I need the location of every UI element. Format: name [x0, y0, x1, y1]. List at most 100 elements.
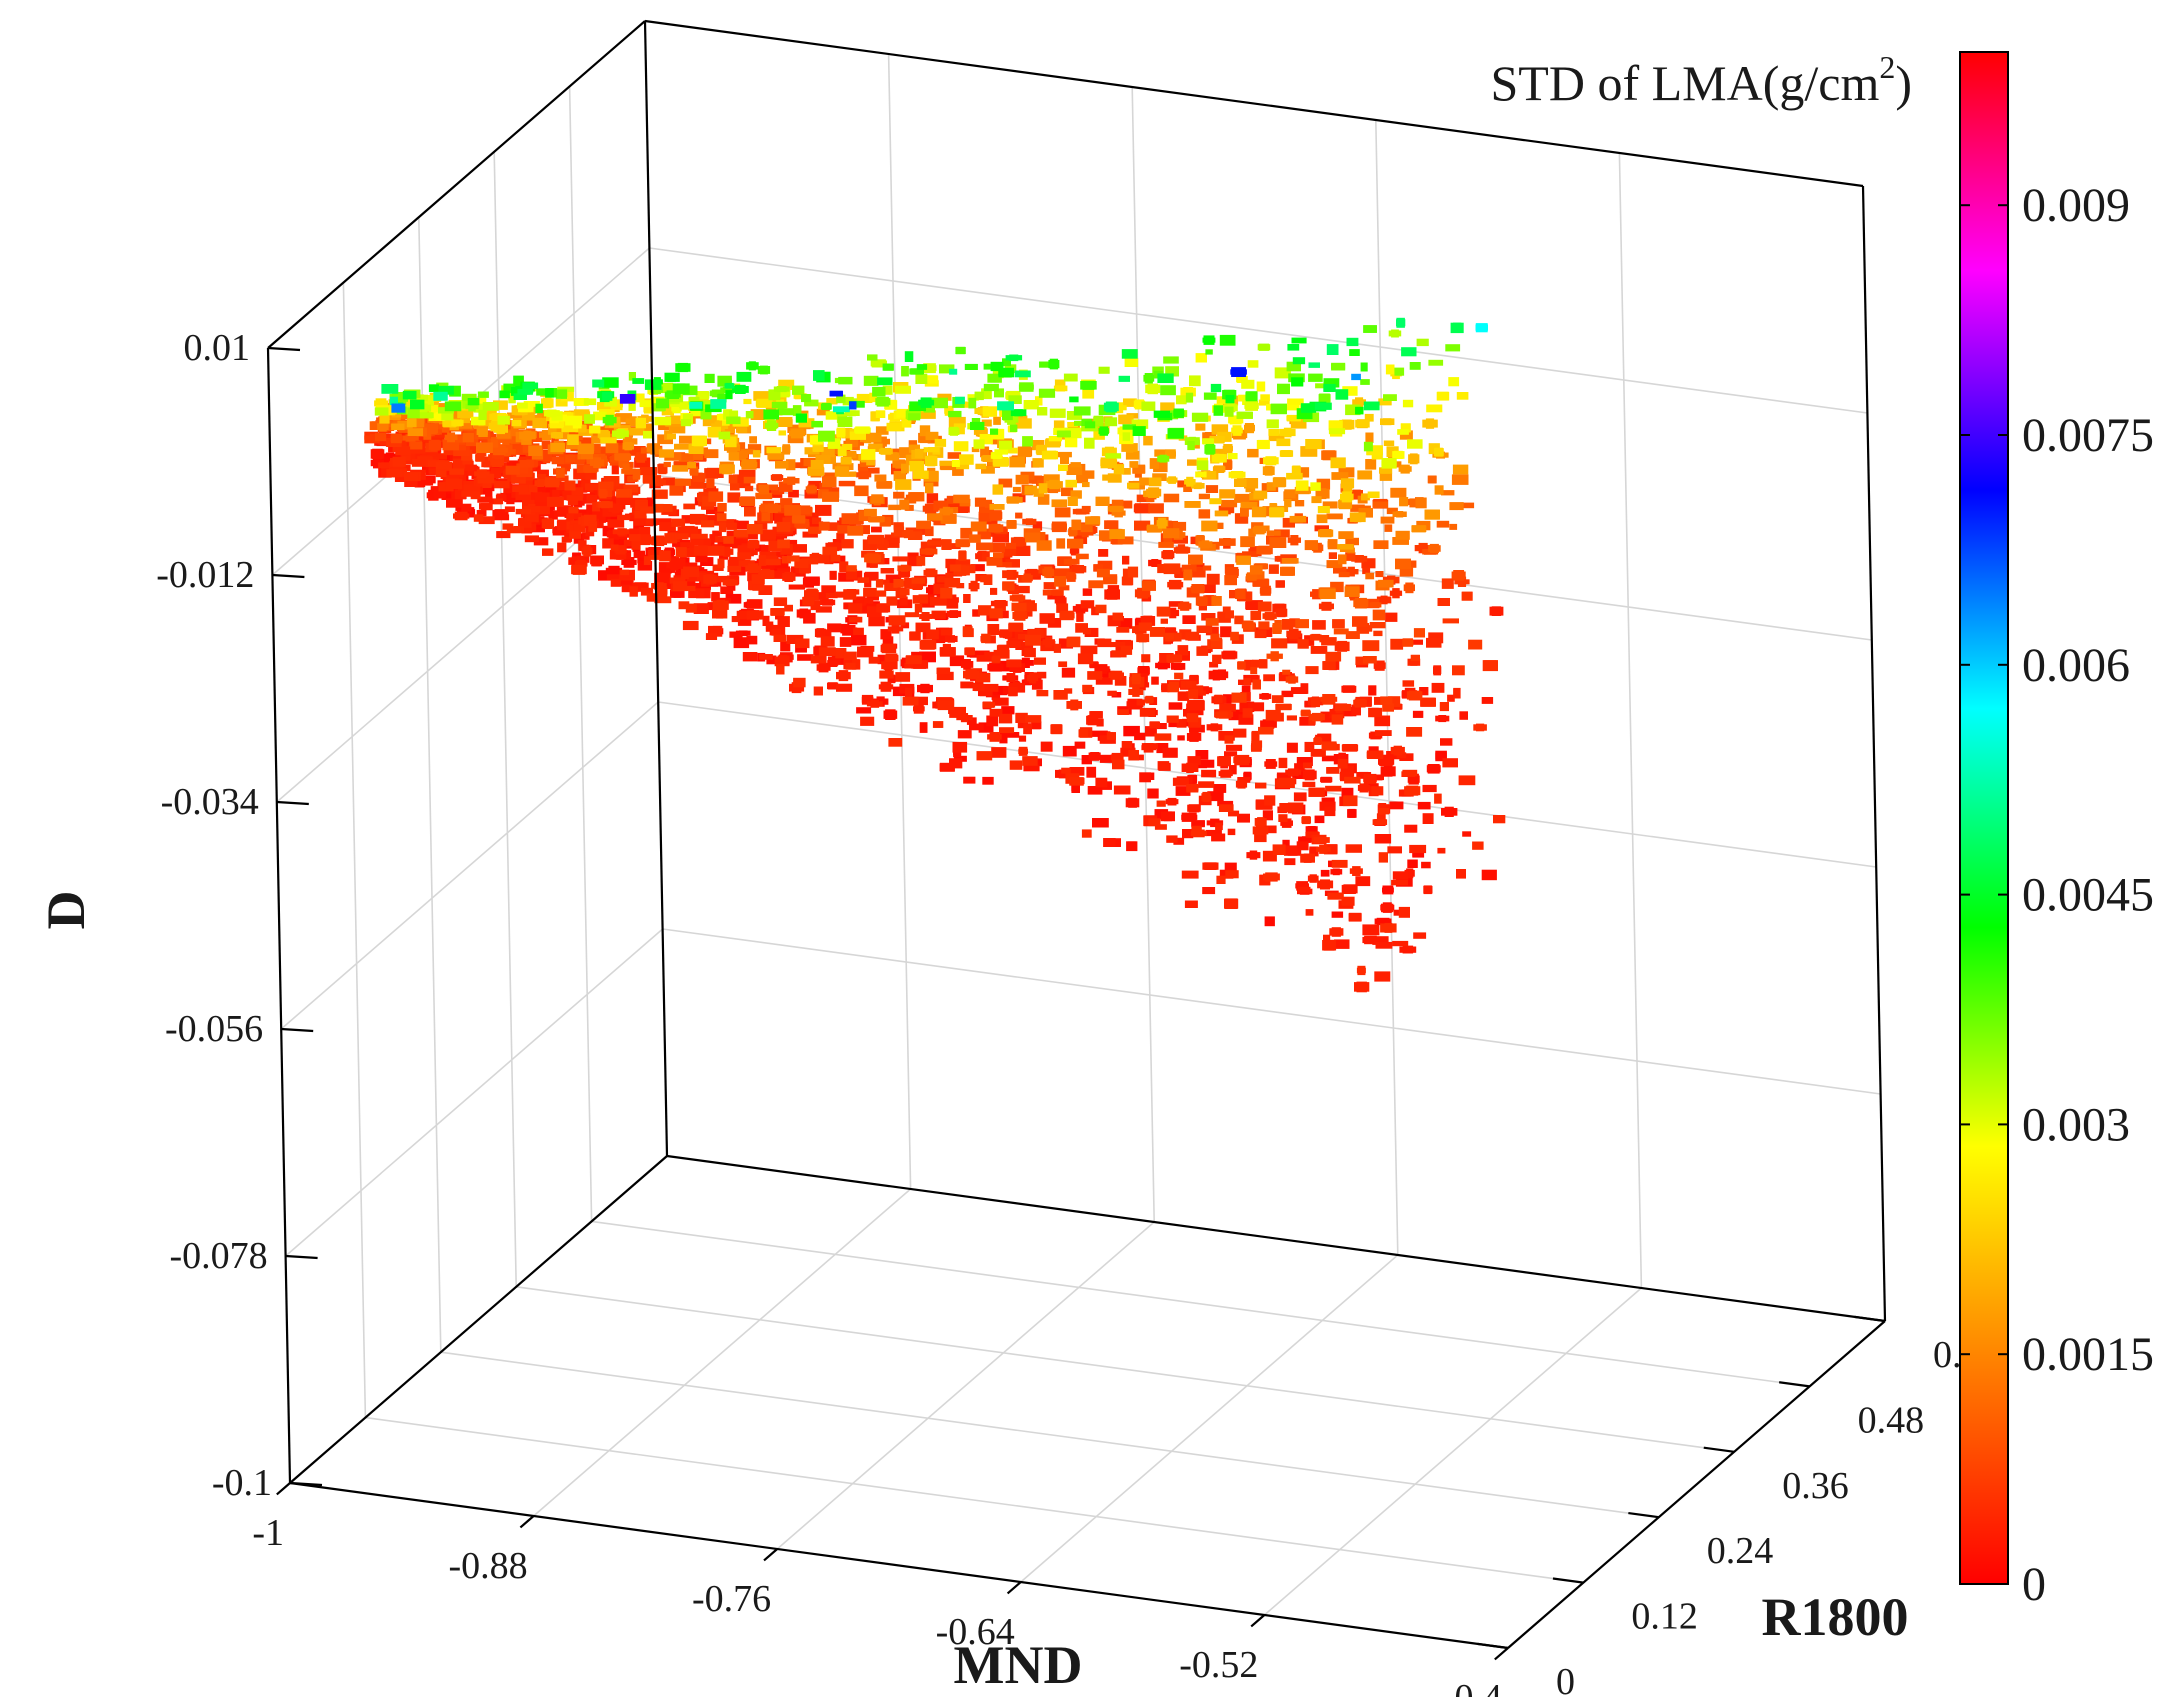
data-point: [1416, 338, 1429, 347]
data-point: [1165, 799, 1179, 805]
data-point: [1164, 633, 1175, 640]
data-point: [1107, 589, 1118, 600]
data-point: [1365, 434, 1374, 441]
data-point: [1284, 489, 1296, 499]
data-point: [623, 557, 635, 568]
data-point: [836, 671, 851, 680]
data-point: [1144, 696, 1154, 703]
grid-line-left-d: [280, 701, 659, 1030]
data-point: [1286, 715, 1297, 721]
data-point: [1237, 780, 1246, 789]
data-point: [924, 472, 939, 481]
data-point: [1290, 620, 1300, 626]
data-point: [1002, 706, 1014, 714]
data-point: [547, 409, 557, 418]
data-point: [1195, 423, 1206, 431]
data-point: [643, 556, 651, 565]
data-point: [1117, 427, 1133, 435]
data-point: [1010, 424, 1018, 432]
data-point: [651, 489, 668, 499]
data-point: [899, 567, 910, 578]
data-point: [1025, 634, 1041, 646]
data-point: [504, 495, 517, 503]
data-point: [520, 527, 533, 533]
data-point: [885, 653, 898, 662]
data-point: [1064, 437, 1078, 448]
data-point: [1374, 715, 1391, 727]
data-point: [1218, 804, 1234, 812]
grid-line-floor-mnd: [776, 1221, 1155, 1550]
data-point: [1291, 466, 1301, 475]
data-point: [857, 463, 868, 471]
data-point: [1473, 724, 1487, 731]
data-point: [822, 476, 837, 488]
data-point: [887, 597, 896, 605]
data-point: [457, 407, 474, 419]
data-point: [987, 624, 1000, 635]
data-point: [526, 513, 538, 522]
data-point: [778, 481, 793, 492]
data-point: [745, 411, 754, 419]
data-point: [948, 507, 959, 514]
data-point: [1277, 383, 1290, 395]
data-point: [1049, 408, 1066, 418]
data-point: [657, 587, 668, 598]
data-point: [493, 400, 508, 410]
data-point: [1212, 655, 1221, 664]
data-point: [1326, 560, 1343, 569]
data-point: [1210, 818, 1220, 828]
data-point: [842, 443, 853, 451]
data-point: [441, 411, 454, 421]
data-point: [698, 538, 712, 547]
data-point: [1217, 756, 1231, 767]
data-point: [426, 432, 442, 443]
data-point: [566, 514, 574, 524]
data-point: [1281, 566, 1294, 576]
data-point: [1357, 470, 1373, 480]
data-point: [1002, 732, 1020, 738]
data-point: [923, 403, 935, 413]
data-point: [1164, 627, 1177, 637]
data-point: [1015, 474, 1029, 485]
data-point: [1222, 504, 1231, 515]
data-point: [994, 485, 1002, 494]
data-point: [1248, 702, 1265, 712]
data-point: [1191, 820, 1205, 828]
data-point: [1378, 803, 1387, 811]
data-point: [981, 633, 991, 644]
data-point: [1435, 752, 1447, 760]
data-point: [832, 539, 842, 545]
data-point: [1262, 466, 1275, 475]
data-point: [1272, 404, 1286, 414]
data-point: [976, 428, 985, 434]
data-point: [867, 458, 875, 464]
data-point: [962, 626, 973, 637]
data-point: [981, 465, 995, 474]
data-point: [1027, 628, 1044, 639]
data-point: [510, 425, 518, 437]
data-point: [1268, 564, 1279, 574]
data-point: [1042, 589, 1052, 596]
data-point: [1148, 503, 1164, 514]
data-point: [1241, 685, 1251, 696]
data-point: [1402, 769, 1418, 777]
data-point: [1075, 508, 1087, 515]
data-point: [1380, 923, 1397, 933]
data-point: [1067, 412, 1082, 419]
data-point: [895, 459, 905, 469]
data-point: [672, 560, 683, 567]
data-point: [724, 444, 741, 451]
data-point: [1040, 741, 1053, 752]
data-point: [1226, 745, 1242, 751]
data-point: [541, 519, 555, 529]
data-point: [1282, 669, 1291, 675]
data-point: [695, 552, 708, 563]
data-point: [946, 598, 959, 609]
data-point: [504, 506, 515, 512]
data-point: [1362, 656, 1377, 664]
data-point: [661, 404, 674, 416]
data-point: [857, 487, 866, 494]
data-point: [1093, 564, 1103, 572]
data-point: [923, 641, 934, 648]
